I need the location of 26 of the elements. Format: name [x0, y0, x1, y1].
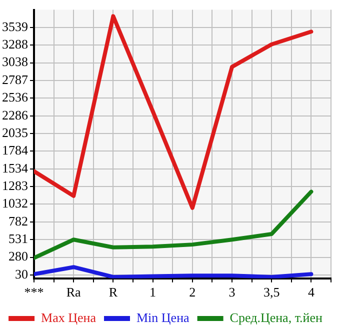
y-tick-label: 3539	[2, 18, 28, 34]
x-tick-label: 4	[308, 284, 315, 300]
y-tick-label: 1032	[2, 196, 28, 211]
y-tick-label: 2787	[2, 72, 28, 87]
legend-label: Сред.Цена, т.йен	[230, 310, 323, 325]
x-tick-label: 3	[228, 284, 236, 300]
x-tick-label: 2	[189, 284, 196, 300]
y-tick-label: 280	[8, 248, 28, 264]
legend-label: Min Цена	[136, 310, 190, 325]
x-tick-label: Ra	[66, 284, 82, 300]
y-tick-label: 1784	[2, 142, 28, 158]
y-tick-label: 1283	[2, 178, 28, 193]
x-tick-label: ***	[24, 284, 44, 300]
y-tick-label: 2286	[2, 107, 28, 122]
x-tick-label: 1	[150, 284, 156, 300]
y-tick-label: 30	[15, 266, 28, 282]
y-tick-label: 2536	[2, 90, 28, 105]
y-tick-label: 2035	[2, 124, 28, 140]
y-tick-label: 1534	[2, 160, 28, 176]
y-tick-label: 782	[8, 213, 28, 228]
x-tick-label: 3,5	[263, 284, 280, 300]
legend-label: Max Цена	[41, 310, 96, 325]
y-tick-label: 531	[8, 230, 28, 246]
y-tick-label: 3038	[2, 54, 28, 70]
y-tick-label: 3288	[2, 36, 28, 52]
x-tick-label: R	[108, 284, 118, 300]
